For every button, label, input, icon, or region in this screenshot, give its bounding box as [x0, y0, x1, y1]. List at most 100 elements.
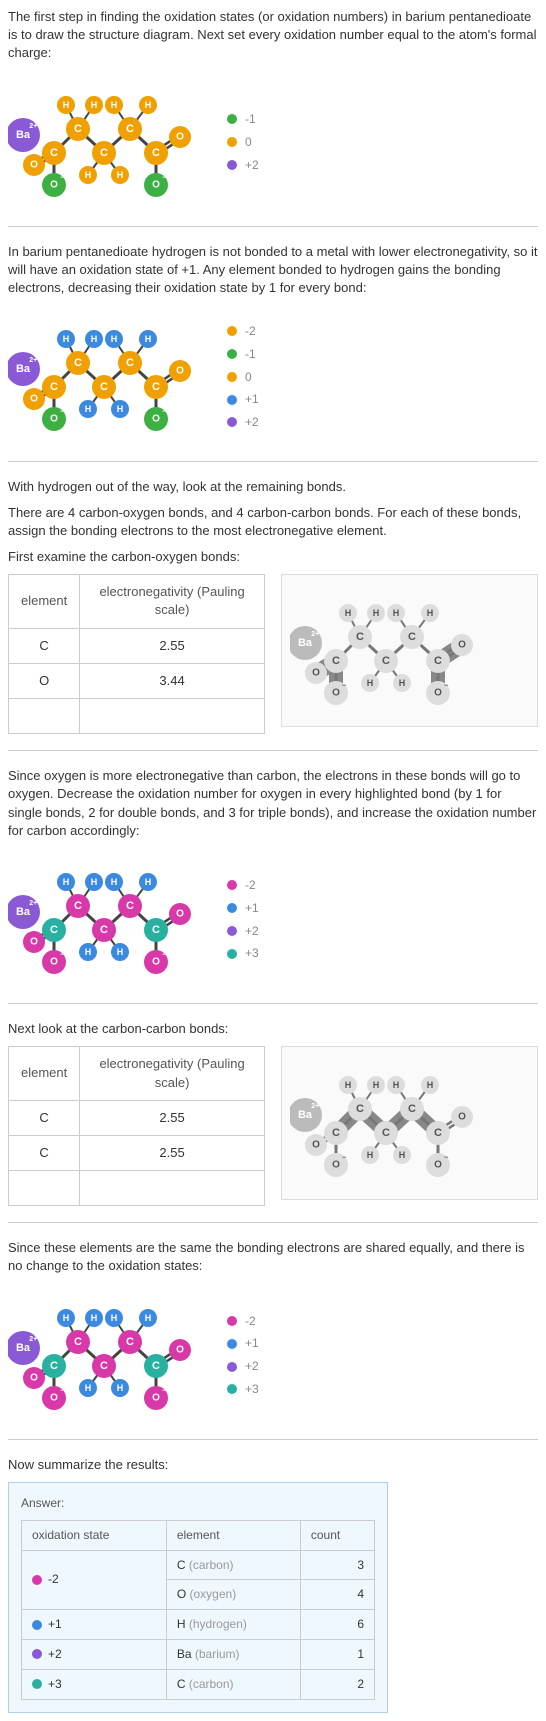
svg-text:C: C [50, 381, 58, 393]
legend-value: -1 [245, 111, 256, 128]
legend-value: +2 [245, 414, 259, 431]
divider [8, 1439, 538, 1440]
svg-text:C: C [382, 655, 390, 667]
svg-text:C: C [100, 381, 108, 393]
svg-text:H: H [91, 1313, 98, 1323]
os-cell: +2 [22, 1639, 167, 1669]
svg-text:H: H [145, 877, 152, 887]
svg-text:C: C [100, 147, 108, 159]
legend-dot [227, 926, 237, 936]
svg-text:O: O [434, 1160, 442, 1171]
svg-text:−: − [60, 174, 64, 181]
table-cell: 2.55 [80, 1135, 265, 1170]
legend-dot [227, 372, 237, 382]
table-cell: O [9, 663, 80, 698]
os-dot [32, 1620, 42, 1630]
svg-text:C: C [100, 924, 108, 936]
molecule-svg: Ba2+CCCCCO−O−OOHHHHHH [8, 852, 203, 982]
svg-text:C: C [332, 1127, 340, 1139]
svg-text:O: O [152, 956, 160, 967]
legend-dot [227, 880, 237, 890]
svg-text:Ba: Ba [16, 129, 31, 141]
svg-text:O: O [152, 1392, 160, 1403]
svg-text:2+: 2+ [29, 1336, 37, 1343]
svg-text:H: H [91, 877, 98, 887]
answer-table: oxidation state element count -2C (carbo… [21, 1520, 375, 1700]
svg-text:C: C [356, 631, 364, 643]
legend-item: +1 [227, 900, 259, 917]
table-row: C2.55 [9, 1135, 265, 1170]
molecule-svg: Ba2+CCCCCO−O−OOHHHHHH [8, 309, 203, 439]
svg-text:H: H [63, 1313, 70, 1323]
answer-box: Answer: oxidation state element count -2… [8, 1482, 388, 1713]
svg-text:2+: 2+ [29, 900, 37, 907]
os-value: +1 [48, 1616, 62, 1633]
svg-text:O: O [50, 956, 58, 967]
table-cell: C [9, 1135, 80, 1170]
svg-text:−: − [342, 1155, 346, 1162]
svg-text:H: H [145, 1313, 152, 1323]
svg-text:O: O [152, 179, 160, 190]
svg-text:H: H [91, 100, 98, 110]
svg-text:Ba: Ba [16, 363, 31, 375]
svg-text:C: C [152, 147, 160, 159]
table-row: C2.55 [9, 1100, 265, 1135]
count-cell: 4 [300, 1580, 374, 1610]
svg-text:C: C [152, 381, 160, 393]
os-dot [32, 1575, 42, 1585]
para-4: Since oxygen is more electronegative tha… [8, 767, 538, 840]
table-cell: 3.44 [80, 663, 265, 698]
table-cell: C [9, 1100, 80, 1135]
legend-item: 0 [227, 134, 259, 151]
svg-text:Ba: Ba [298, 1109, 313, 1121]
svg-text:H: H [145, 100, 152, 110]
svg-text:2+: 2+ [311, 1103, 319, 1110]
element-cell: C (carbon) [166, 1550, 300, 1580]
svg-text:Ba: Ba [298, 637, 313, 649]
svg-text:H: H [117, 947, 124, 957]
svg-text:H: H [399, 678, 406, 688]
legend-value: +2 [245, 1358, 259, 1375]
svg-text:O: O [176, 131, 184, 142]
svg-text:C: C [382, 1127, 390, 1139]
svg-text:C: C [126, 123, 134, 135]
svg-text:O: O [30, 159, 38, 170]
svg-text:C: C [332, 655, 340, 667]
svg-text:H: H [85, 404, 92, 414]
os-dot [32, 1679, 42, 1689]
svg-text:−: − [162, 409, 166, 416]
svg-text:2+: 2+ [29, 123, 37, 130]
legend-dot [227, 1362, 237, 1372]
legend-dot [227, 349, 237, 359]
table-row [9, 1171, 265, 1206]
svg-text:H: H [85, 170, 92, 180]
svg-text:H: H [117, 1383, 124, 1393]
svg-text:2+: 2+ [29, 357, 37, 364]
divider [8, 750, 538, 751]
svg-text:H: H [85, 1383, 92, 1393]
legend-value: -2 [245, 877, 256, 894]
svg-text:−: − [444, 683, 448, 690]
svg-text:H: H [117, 404, 124, 414]
para-6: Since these elements are the same the bo… [8, 1239, 538, 1275]
para-2: In barium pentanedioate hydrogen is not … [8, 243, 538, 298]
table-cell [9, 1171, 80, 1206]
svg-text:C: C [74, 123, 82, 135]
svg-text:H: H [111, 877, 118, 887]
count-cell: 6 [300, 1610, 374, 1640]
legend-item: +2 [227, 923, 259, 940]
svg-text:O: O [176, 908, 184, 919]
legend-value: +3 [245, 1381, 259, 1398]
count-cell: 2 [300, 1669, 374, 1699]
os-cell: +3 [22, 1669, 167, 1699]
svg-text:C: C [434, 1127, 442, 1139]
legend-value: +2 [245, 923, 259, 940]
legend-dot [227, 326, 237, 336]
svg-text:H: H [117, 170, 124, 180]
svg-text:C: C [126, 1336, 134, 1348]
table-row: C2.55 [9, 628, 265, 663]
element-cell: O (oxygen) [166, 1580, 300, 1610]
svg-text:H: H [345, 608, 352, 618]
os-cell: +1 [22, 1610, 167, 1640]
legend-value: +1 [245, 1335, 259, 1352]
